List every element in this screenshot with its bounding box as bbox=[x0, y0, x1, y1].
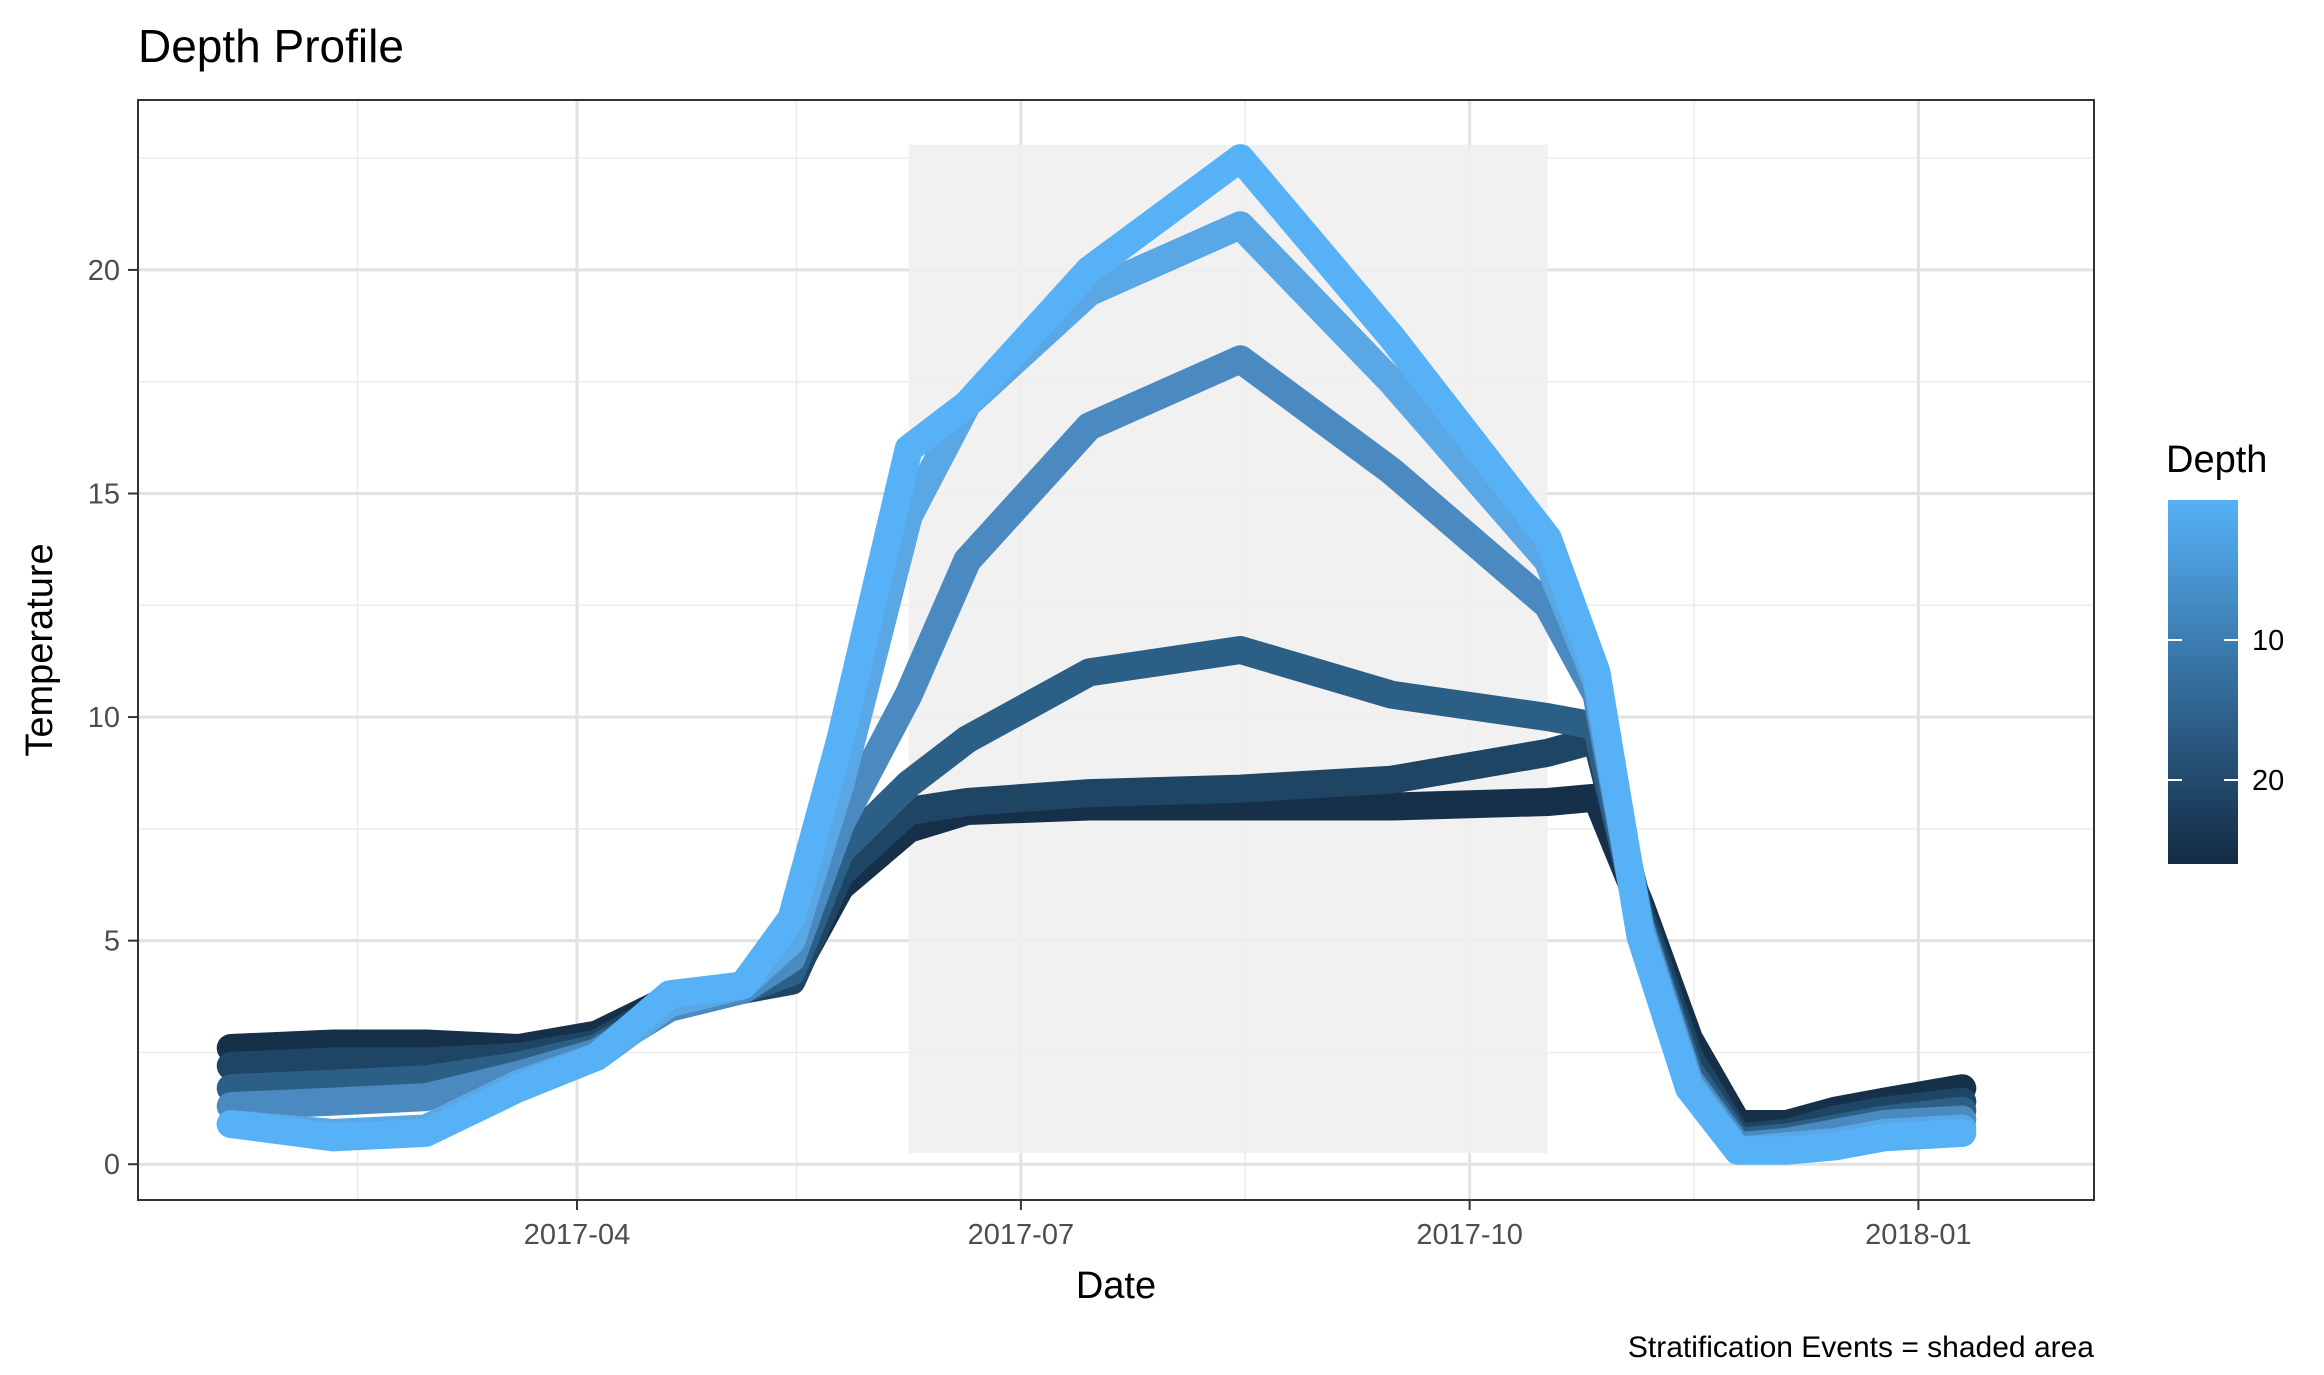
data-point bbox=[896, 772, 921, 797]
data-point bbox=[955, 548, 980, 573]
data-point bbox=[1535, 790, 1560, 815]
data-point bbox=[1077, 660, 1102, 685]
y-tick-label: 10 bbox=[88, 702, 120, 734]
x-axis-title: Date bbox=[1076, 1265, 1156, 1307]
legend-ticks: 10 20 bbox=[2168, 625, 2284, 797]
depth-series-1 bbox=[216, 144, 1977, 1165]
x-tick-label: 2017-04 bbox=[524, 1219, 630, 1251]
y-axis-title: Temperature bbox=[19, 543, 61, 756]
data-point bbox=[1823, 1134, 1848, 1159]
data-point bbox=[1228, 213, 1253, 238]
data-point bbox=[828, 727, 853, 752]
data-point bbox=[1228, 347, 1253, 372]
data-point bbox=[1228, 146, 1253, 171]
x-tick-label: 2018-01 bbox=[1865, 1219, 1971, 1251]
legend-title: Depth bbox=[2166, 439, 2267, 481]
chart-caption: Stratification Events = shaded area bbox=[1628, 1331, 2094, 1364]
data-point bbox=[657, 982, 682, 1007]
data-point bbox=[413, 1085, 438, 1110]
data-point bbox=[955, 790, 980, 815]
data-point bbox=[1379, 682, 1404, 707]
data-point bbox=[955, 727, 980, 752]
data-point bbox=[218, 1053, 243, 1078]
data-point bbox=[1535, 526, 1560, 551]
data-point bbox=[1535, 705, 1560, 730]
x-axis-ticks: 2017-04 2017-07 2017-10 2018-01 bbox=[524, 1200, 1972, 1251]
data-point bbox=[1379, 794, 1404, 819]
data-point bbox=[321, 1125, 346, 1150]
data-point bbox=[1077, 781, 1102, 806]
data-point bbox=[321, 1049, 346, 1074]
data-point bbox=[1872, 1125, 1897, 1150]
data-point bbox=[584, 1044, 609, 1069]
data-point bbox=[1725, 1138, 1750, 1163]
data-point bbox=[955, 392, 980, 417]
data-point bbox=[1379, 369, 1404, 394]
data-point bbox=[1628, 924, 1653, 949]
y-tick-label: 20 bbox=[88, 255, 120, 287]
data-point bbox=[779, 906, 804, 931]
x-tick-label: 2017-10 bbox=[1416, 1219, 1522, 1251]
y-tick-label: 0 bbox=[104, 1149, 120, 1181]
data-point bbox=[1535, 740, 1560, 765]
data-point bbox=[218, 1111, 243, 1136]
chart-title: Depth Profile bbox=[138, 20, 404, 72]
data-point bbox=[1379, 324, 1404, 349]
data-point bbox=[413, 1120, 438, 1145]
data-point bbox=[506, 1076, 531, 1101]
y-tick-label: 15 bbox=[88, 478, 120, 510]
data-point bbox=[730, 973, 755, 998]
data-point bbox=[1077, 257, 1102, 282]
data-point bbox=[321, 1089, 346, 1114]
plot-border bbox=[137, 99, 2095, 1201]
data-point bbox=[896, 436, 921, 461]
data-point bbox=[896, 682, 921, 707]
series-layer bbox=[216, 144, 1977, 1165]
data-point bbox=[1584, 660, 1609, 685]
data-point bbox=[1950, 1120, 1975, 1145]
data-point bbox=[1077, 414, 1102, 439]
data-point bbox=[1774, 1138, 1799, 1163]
depth-colorbar bbox=[2168, 500, 2238, 864]
y-tick-label: 5 bbox=[104, 926, 120, 958]
y-axis-ticks: 0 5 10 15 20 bbox=[88, 255, 138, 1181]
data-point bbox=[1379, 459, 1404, 484]
data-point bbox=[1228, 776, 1253, 801]
data-point bbox=[1379, 767, 1404, 792]
x-tick-label: 2017-07 bbox=[968, 1219, 1074, 1251]
legend-tick-label: 20 bbox=[2252, 765, 2284, 797]
data-point bbox=[1228, 638, 1253, 662]
legend-tick-label: 10 bbox=[2252, 625, 2284, 657]
data-point bbox=[1677, 1076, 1702, 1101]
